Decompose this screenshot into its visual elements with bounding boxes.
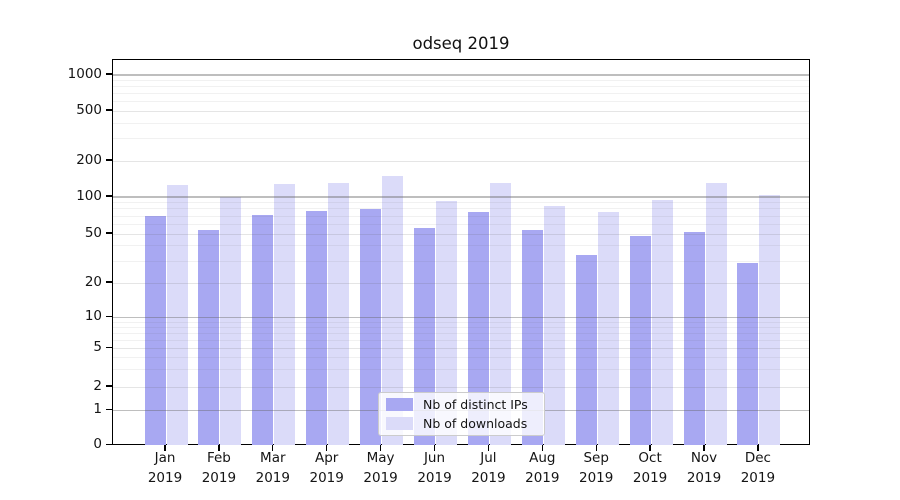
y-tick-label: 10	[84, 307, 102, 324]
x-tick-label: Oct 2019	[632, 450, 668, 486]
y-tick-label: 2	[93, 377, 102, 394]
bar-downloads	[759, 194, 781, 446]
y-tick-mark	[105, 159, 112, 161]
gridline	[113, 101, 809, 103]
legend-label-downloads: Nb of downloads	[423, 416, 528, 431]
x-tick-label: Sep 2019	[579, 450, 614, 486]
plot-area	[112, 59, 810, 446]
gridline	[113, 110, 809, 112]
x-tick-label: Jun 2019	[417, 450, 452, 486]
bar-downloads	[274, 184, 296, 446]
y-tick-mark	[105, 408, 112, 410]
bar-distinct-ips	[521, 229, 543, 446]
bar-distinct-ips	[683, 231, 705, 446]
bar-downloads	[543, 205, 565, 446]
y-tick-label: 100	[76, 187, 102, 204]
x-tick-mark	[703, 445, 705, 451]
x-tick-label: Nov 2019	[686, 450, 722, 486]
y-tick-mark	[105, 195, 112, 197]
gridline	[113, 122, 809, 124]
x-tick-mark	[487, 445, 490, 451]
y-tick-mark	[105, 443, 112, 445]
gridline	[113, 93, 809, 95]
x-tick-mark	[379, 445, 382, 451]
bar-distinct-ips	[575, 254, 597, 446]
y-tick-mark	[105, 73, 112, 75]
legend-row-distinct-ips: Nb of distinct IPs	[386, 397, 537, 412]
legend: Nb of distinct IPs Nb of downloads	[378, 392, 545, 436]
legend-label-distinct-ips: Nb of distinct IPs	[423, 397, 528, 412]
bar-downloads	[382, 175, 404, 446]
y-tick-label: 500	[76, 101, 102, 118]
x-tick-label: May 2019	[363, 450, 398, 486]
x-tick-mark	[757, 445, 759, 451]
y-tick-label: 50	[84, 224, 102, 241]
y-tick-mark	[105, 109, 112, 111]
bar-distinct-ips	[737, 263, 759, 446]
x-tick-mark	[541, 445, 543, 451]
y-tick-mark	[105, 385, 112, 387]
y-tick-label: 20	[84, 273, 102, 290]
bar-downloads	[651, 199, 673, 446]
x-tick-mark	[164, 445, 166, 451]
bar-downloads	[705, 183, 727, 446]
x-tick-mark	[218, 445, 220, 451]
y-tick-label: 200	[76, 151, 102, 168]
chart-title: odseq 2019	[412, 34, 510, 53]
bar-distinct-ips	[252, 214, 274, 446]
x-tick-label: Aug 2019	[525, 450, 560, 486]
x-tick-label: Jan 2019	[147, 450, 183, 486]
y-tick-label: 5	[93, 339, 102, 355]
bar-downloads	[489, 183, 511, 446]
x-tick-mark	[326, 445, 328, 451]
bar-distinct-ips	[306, 210, 328, 446]
x-tick-label: Dec 2019	[740, 450, 776, 486]
bar-downloads	[328, 183, 350, 446]
x-tick-label: Jul 2019	[471, 450, 506, 486]
bar-distinct-ips	[198, 229, 220, 446]
gridline	[113, 79, 809, 81]
bar-distinct-ips	[360, 208, 382, 446]
bar-distinct-ips	[414, 227, 435, 446]
x-tick-mark	[433, 445, 436, 451]
legend-swatch-downloads-icon	[386, 417, 413, 430]
bar-distinct-ips	[144, 216, 166, 446]
y-tick-mark	[105, 281, 112, 283]
legend-swatch-distinct-ips-icon	[386, 398, 413, 411]
x-tick-mark	[272, 445, 274, 451]
gridline	[113, 138, 809, 140]
x-tick-label: Apr 2019	[309, 450, 344, 486]
gridline	[113, 160, 809, 162]
gridline	[113, 86, 809, 88]
y-tick-label: 1	[93, 400, 102, 417]
bar-downloads	[436, 201, 457, 446]
x-tick-mark	[595, 445, 597, 451]
bar-distinct-ips	[629, 236, 651, 446]
x-tick-label: Feb 2019	[201, 450, 237, 486]
legend-row-downloads: Nb of downloads	[386, 416, 537, 431]
bar-distinct-ips	[467, 212, 489, 446]
y-tick-mark	[105, 346, 112, 349]
x-tick-label: Mar 2019	[255, 450, 290, 486]
bar-downloads	[220, 197, 242, 446]
y-tick-label: 1000	[67, 65, 102, 82]
y-tick-label: 0	[93, 435, 102, 452]
bar-downloads	[597, 211, 619, 446]
y-tick-mark	[105, 315, 112, 317]
x-tick-mark	[649, 445, 651, 451]
bar-downloads	[166, 185, 188, 446]
gridline	[113, 74, 809, 76]
y-tick-mark	[105, 232, 112, 234]
